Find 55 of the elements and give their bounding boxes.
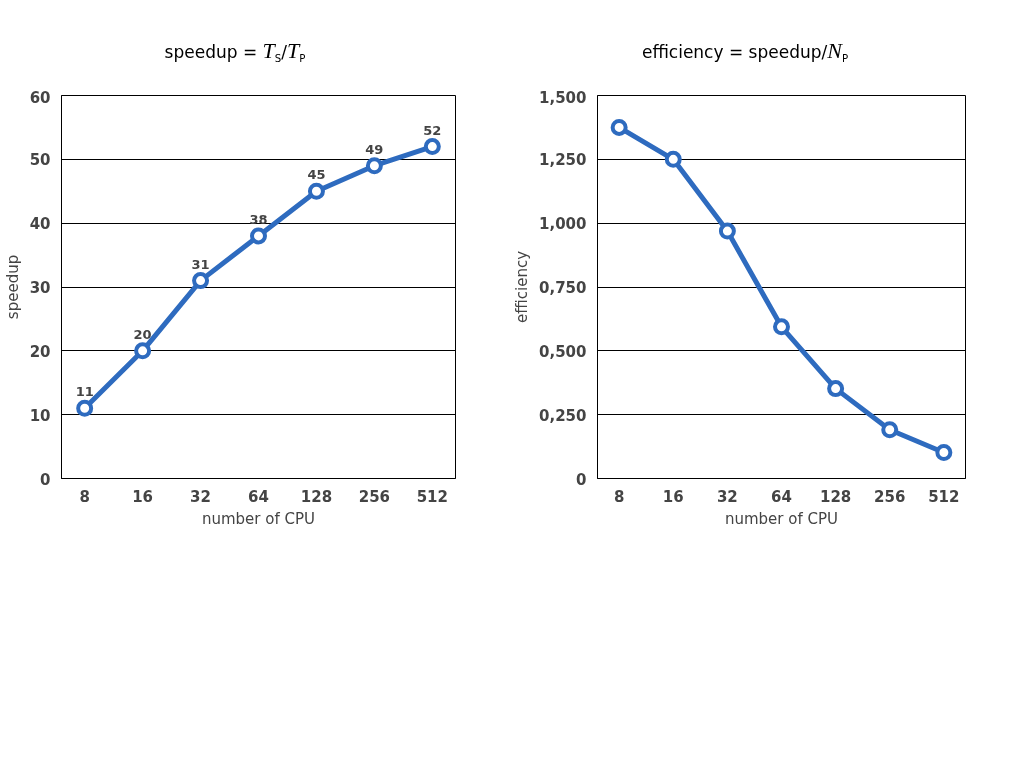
y-axis-title: speedup (3, 254, 22, 320)
x-tick-label: 128 (300, 487, 333, 506)
x-tick-label: 32 (190, 487, 211, 506)
point (718, 222, 736, 240)
data-label: 45 (307, 167, 326, 183)
y-tick-label: 1,250 (539, 151, 587, 170)
y-tick-label: 20 (29, 342, 51, 361)
y-tick-label: 50 (29, 151, 51, 170)
x-tick-label: 512 (928, 487, 960, 506)
point (76, 399, 94, 417)
x-tick-label: 32 (716, 487, 738, 506)
x-tick-label: 256 (358, 487, 391, 506)
chart-title: speedup = T$_{S}$/T$_{P}$ (163, 37, 307, 67)
data-label: 52 (423, 122, 442, 138)
x-tick-label: 8 (613, 487, 625, 506)
x-axis-title: number of CPU (201, 509, 316, 528)
y-tick-label: 0,750 (539, 279, 587, 297)
x-axis-title: number of CPU (724, 509, 839, 528)
y-tick-label: 0,250 (539, 406, 587, 425)
x-tick-label: 8 (79, 487, 90, 506)
x-tick-label: 16 (132, 487, 154, 506)
y-tick-label: 60 (29, 88, 51, 107)
point (423, 138, 441, 156)
data-label: 11 (75, 384, 94, 400)
point (134, 342, 152, 360)
data-label: 20 (133, 326, 152, 342)
point (610, 118, 628, 136)
y-tick-label: 1,000 (539, 215, 587, 234)
data-label: 38 (249, 211, 268, 227)
x-tick-label: 64 (771, 487, 792, 506)
point (664, 150, 682, 168)
point (881, 421, 899, 439)
point (773, 318, 790, 336)
y-axis-title: efficiency (513, 250, 532, 323)
x-tick-label: 64 (248, 487, 269, 506)
y-tick-label: 1,500 (539, 88, 587, 107)
y-tick-label: 40 (29, 215, 51, 234)
x-tick-label: 128 (819, 487, 852, 506)
x-tick-label: 256 (874, 487, 906, 506)
point (365, 157, 383, 175)
point (192, 272, 210, 290)
point (250, 227, 267, 245)
point (935, 443, 953, 461)
y-tick-label: 30 (29, 279, 51, 297)
y-tick-label: 0,500 (539, 342, 587, 361)
x-tick-label: 16 (662, 487, 684, 506)
point (827, 380, 845, 398)
point (307, 182, 325, 200)
chart-title: efficiency = speedup/N$_{P}$ (640, 37, 850, 67)
data-label: 49 (365, 141, 384, 157)
y-tick-label: 0 (576, 470, 587, 489)
y-tick-label: 10 (29, 406, 51, 425)
data-label: 31 (191, 256, 210, 272)
x-tick-label: 512 (416, 487, 448, 506)
y-tick-label: 0 (40, 470, 51, 489)
